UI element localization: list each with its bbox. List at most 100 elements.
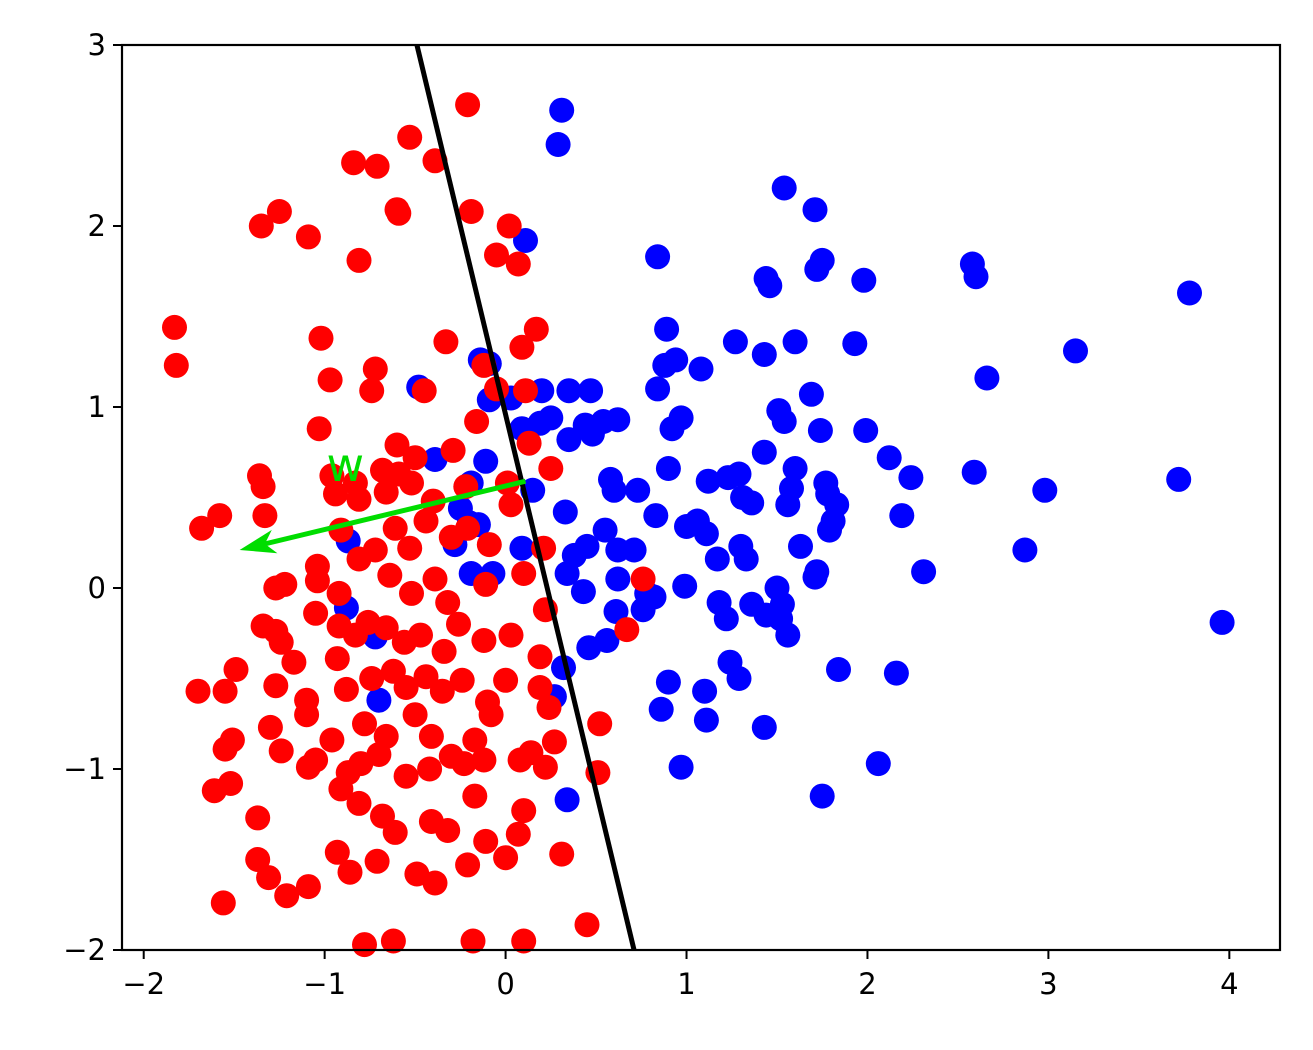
blue-point — [782, 329, 808, 355]
red-point — [630, 566, 656, 592]
blue-point — [605, 566, 631, 592]
red-point — [493, 667, 519, 693]
red-point — [505, 251, 531, 277]
blue-point — [538, 405, 564, 431]
blue-point — [751, 714, 777, 740]
red-point — [223, 657, 249, 682]
blue-point — [771, 175, 797, 201]
red-point — [476, 532, 502, 558]
x-tick-label: −1 — [303, 967, 346, 1001]
blue-point — [645, 244, 671, 270]
red-point — [382, 515, 408, 541]
red-point — [212, 736, 238, 762]
red-point — [326, 580, 352, 606]
red-point — [484, 242, 509, 268]
red-point — [513, 378, 538, 404]
red-point — [212, 678, 238, 704]
blue-point — [693, 707, 719, 733]
red-point — [455, 852, 481, 878]
red-point — [362, 356, 388, 382]
blue-point — [648, 696, 674, 722]
red-point — [382, 819, 408, 845]
red-point — [541, 729, 567, 755]
red-class-points — [162, 92, 656, 958]
red-point — [248, 213, 274, 239]
red-point — [458, 199, 484, 224]
red-point — [422, 870, 448, 896]
blue-point — [851, 267, 877, 293]
red-point — [496, 213, 522, 239]
red-point — [451, 751, 477, 777]
red-point — [323, 481, 348, 507]
weight-vector-arrow-head — [239, 529, 278, 554]
red-point — [256, 865, 282, 891]
blue-point — [592, 517, 618, 543]
red-point — [328, 776, 354, 802]
blue-point — [807, 418, 833, 443]
weight-vector-arrow-shaft — [254, 478, 527, 549]
red-point — [433, 329, 459, 355]
red-point — [373, 479, 399, 505]
red-point — [614, 617, 640, 643]
blue-point — [578, 378, 604, 404]
blue-point — [509, 535, 535, 561]
red-point — [333, 676, 359, 702]
red-point — [446, 611, 471, 637]
blue-point — [775, 492, 801, 518]
red-point — [324, 839, 350, 865]
blue-point — [889, 503, 915, 529]
red-point — [346, 486, 372, 512]
blue-point — [643, 503, 669, 529]
red-point — [352, 711, 377, 737]
red-point — [294, 702, 320, 728]
red-point — [471, 628, 497, 653]
red-point — [402, 702, 428, 728]
blue-point — [630, 597, 656, 623]
plot-frame — [120, 43, 1282, 952]
red-point — [319, 727, 345, 753]
red-point — [337, 859, 363, 885]
red-point — [587, 711, 613, 737]
red-point — [218, 771, 244, 796]
weight-vector-label: w — [326, 438, 364, 492]
blue-point — [798, 381, 824, 407]
red-point — [536, 695, 562, 720]
blue-point — [556, 427, 582, 453]
blue-point — [775, 622, 801, 648]
red-point — [266, 199, 292, 224]
blue-point — [853, 418, 879, 443]
red-point — [185, 678, 211, 704]
blue-point — [554, 787, 580, 813]
blue-point — [625, 477, 651, 503]
blue-point — [654, 316, 680, 342]
red-point — [462, 727, 488, 753]
red-point — [493, 845, 519, 871]
blue-point — [605, 407, 631, 433]
red-point — [364, 848, 390, 874]
red-point — [511, 798, 537, 824]
red-point — [295, 874, 321, 900]
red-point — [303, 600, 329, 626]
blue-point — [621, 537, 647, 563]
red-point — [471, 747, 497, 773]
blue-class-points — [333, 97, 1235, 813]
red-point — [527, 675, 553, 700]
red-point — [380, 928, 406, 954]
red-point — [449, 667, 475, 693]
y-tick-label: −1 — [63, 752, 106, 786]
blue-point — [655, 456, 681, 481]
red-point — [408, 622, 433, 648]
red-point — [373, 615, 399, 641]
blue-point — [722, 329, 748, 355]
y-tick-label: 1 — [88, 390, 106, 424]
red-point — [460, 928, 486, 954]
blue-point — [963, 264, 989, 290]
blue-point — [974, 365, 1000, 391]
red-point — [366, 742, 392, 767]
x-tick-label: −2 — [122, 967, 165, 1001]
blue-point — [601, 477, 627, 503]
blue-point — [549, 97, 575, 123]
y-tick-label: −2 — [63, 933, 106, 967]
x-tick-label: 4 — [1220, 967, 1238, 1001]
blue-point — [713, 606, 739, 632]
